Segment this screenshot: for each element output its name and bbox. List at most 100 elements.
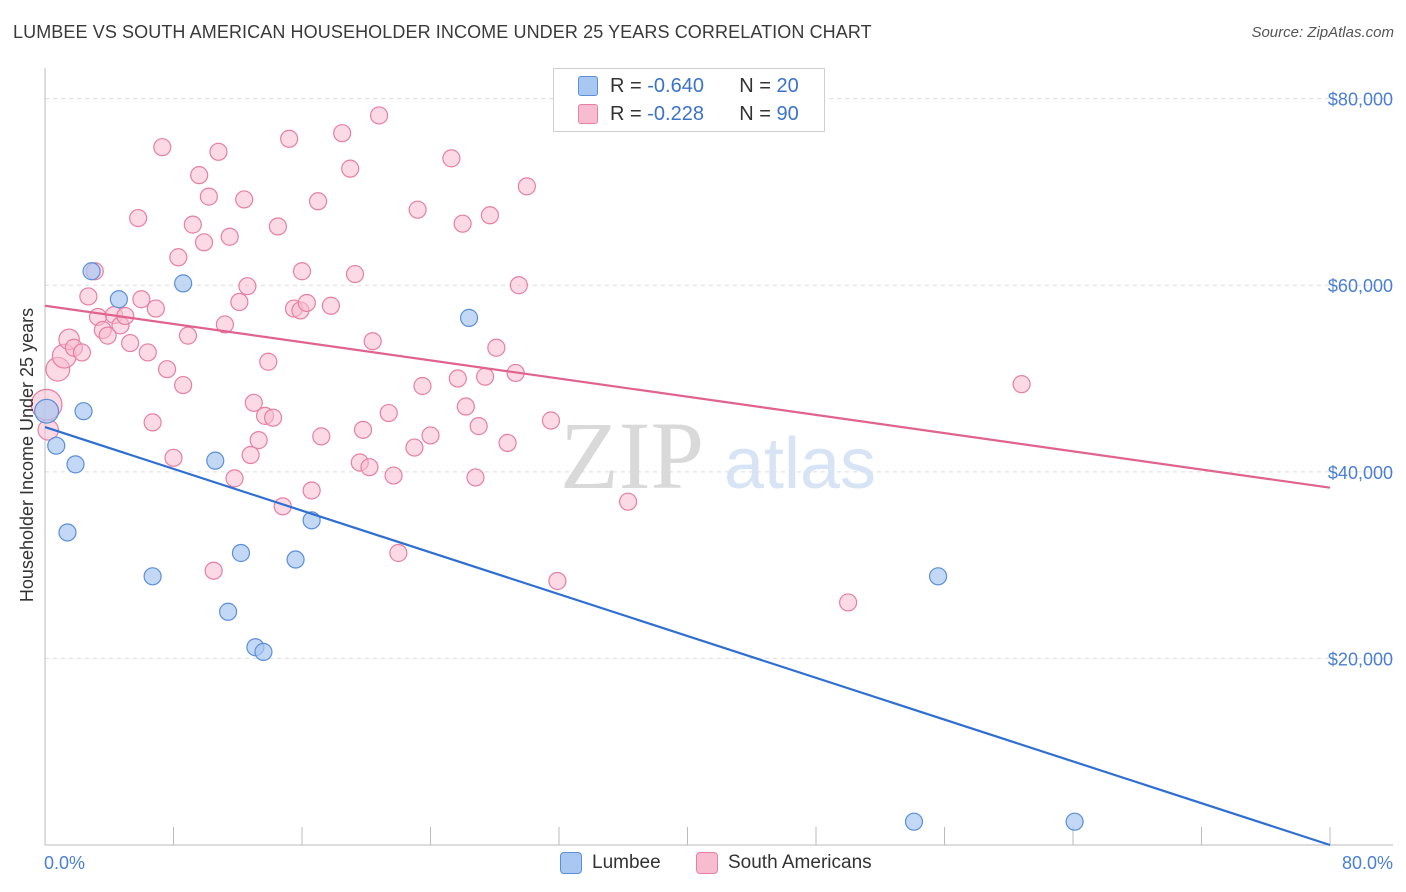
lumbee-point	[74, 402, 93, 421]
south-americans-point	[292, 262, 312, 281]
legend-n-value: 20	[776, 74, 799, 97]
legend-n-value: 90	[776, 102, 799, 125]
lumbee-point	[109, 290, 128, 309]
south-americans-point	[72, 343, 92, 362]
grid-lines	[45, 98, 1393, 659]
south-americans-point	[312, 427, 331, 446]
south-americans-point	[190, 166, 209, 185]
south-americans-point	[297, 293, 316, 313]
south-americans-point	[839, 593, 858, 612]
south-americans-point	[509, 276, 528, 295]
legend-item-south-americans[interactable]: South Americans	[696, 852, 872, 874]
lumbee-swatch	[560, 852, 582, 874]
south-americans-point	[353, 420, 373, 439]
south-americans-point	[174, 375, 193, 395]
legend-n-label: N =	[739, 102, 771, 125]
lumbee-point	[66, 455, 85, 474]
south-americans-point	[164, 448, 183, 467]
south-americans-point	[244, 393, 263, 412]
x-tick-label-start: 0.0%	[44, 853, 85, 873]
lumbee-point	[206, 451, 225, 470]
legend-row-lumbee: R = -0.640 N = 20	[578, 74, 799, 98]
south-americans-point	[238, 277, 257, 296]
watermark: ZIP atlas	[560, 402, 876, 509]
south-americans-point	[121, 333, 140, 353]
lumbee-point	[904, 812, 924, 831]
lumbee-point	[231, 543, 251, 563]
correlation-legend: R = -0.640 N = 20 R = -0.228 N = 90	[553, 68, 825, 132]
south-americans-point	[157, 360, 177, 379]
south-americans-point	[143, 413, 162, 432]
south-americans-point	[405, 438, 424, 457]
south-americans-point	[230, 292, 249, 312]
south-americans-point	[541, 411, 561, 430]
lumbee-point	[928, 567, 948, 586]
south-americans-point	[1012, 375, 1031, 394]
south-americans-point	[456, 397, 475, 416]
y-tick-label: $20,000	[1328, 649, 1393, 669]
south-americans-point	[370, 106, 389, 125]
south-americans-point	[384, 466, 403, 485]
south-americans-point	[487, 338, 506, 357]
legend-item-lumbee[interactable]: Lumbee	[560, 852, 661, 874]
south-americans-point	[379, 403, 398, 423]
lumbee-point	[1065, 812, 1084, 831]
south-americans-point	[209, 142, 228, 161]
south-americans-point	[280, 129, 299, 148]
south-americans-point	[345, 264, 365, 284]
south-americans-point	[183, 215, 202, 234]
south-americans-point	[249, 431, 268, 450]
legend-row-south-americans: R = -0.228 N = 90	[578, 102, 799, 126]
south-americans-point	[476, 367, 495, 386]
chart-title: LUMBEE VS SOUTH AMERICAN HOUSEHOLDER INC…	[13, 22, 872, 42]
south-americans-point	[321, 296, 341, 315]
watermark-zip: ZIP	[560, 402, 704, 509]
y-tick-label: $40,000	[1328, 463, 1393, 483]
lumbee-point	[82, 262, 101, 281]
south-americans-point	[146, 299, 165, 318]
legend-r-label: R =	[610, 102, 642, 125]
legend-n-label: N =	[739, 74, 771, 97]
watermark-atlas: atlas	[724, 424, 876, 504]
lumbee-point	[58, 523, 77, 542]
south-americans-point	[480, 206, 500, 225]
legend-swatch-lumbee	[578, 76, 598, 96]
south-americans-point	[363, 332, 382, 351]
south-americans-point	[178, 326, 198, 345]
south-americans-point	[360, 458, 379, 477]
south-americans-point	[618, 492, 638, 511]
south-americans-point	[389, 543, 408, 563]
south-americans-point	[413, 376, 432, 396]
south-americans-point	[498, 433, 517, 453]
lumbee-point	[286, 550, 305, 569]
south-americans-point	[199, 187, 218, 206]
south-americans-point	[194, 233, 214, 252]
south-americans-point	[548, 571, 567, 591]
lumbee-point	[254, 642, 273, 661]
tick-labels: $20,000 $40,000 $60,000 $80,000 0.0% 80.0%	[44, 90, 1393, 873]
lumbee-points	[34, 262, 1084, 831]
south-americans-point	[235, 190, 254, 209]
lumbee-point	[219, 602, 238, 621]
south-americans-point	[268, 217, 288, 236]
lumbee-trend-line	[44, 426, 1331, 847]
south-americans-point	[225, 469, 244, 488]
south-americans-point	[215, 315, 234, 334]
lumbee-point	[459, 308, 479, 327]
south-americans-point	[333, 124, 352, 143]
south-americans-point	[153, 138, 172, 157]
x-tick-label-end: 80.0%	[1342, 853, 1393, 873]
south-americans-point	[204, 561, 223, 580]
lumbee-point	[47, 436, 66, 455]
south-americans-point	[98, 326, 117, 345]
south-americans-point	[466, 468, 485, 487]
y-tick-label: $80,000	[1328, 90, 1393, 110]
y-tick-label: $60,000	[1328, 276, 1393, 296]
south-americans-trend-line	[44, 304, 1331, 489]
source-label: Source: ZipAtlas.com	[1251, 24, 1394, 41]
south-americans-point	[302, 481, 321, 500]
legend-swatch-south-americans	[578, 104, 598, 124]
south-americans-point	[169, 248, 188, 267]
y-axis-label: Householder Income Under 25 years	[17, 308, 37, 602]
